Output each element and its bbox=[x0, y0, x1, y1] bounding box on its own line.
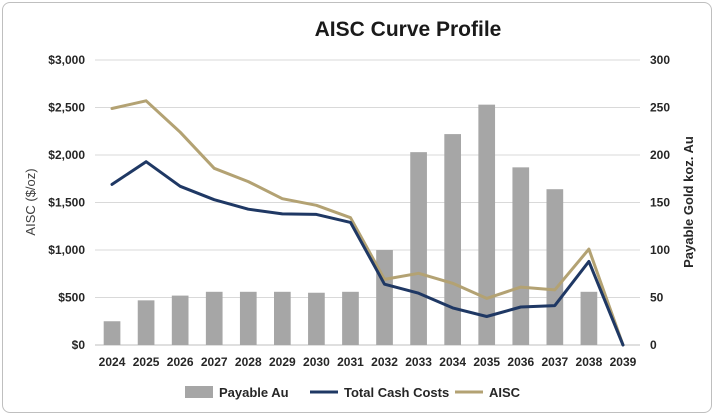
bar-payable-au bbox=[478, 104, 496, 346]
x-axis-ticks: 2024 2025 2026 2027 2028 2029 2030 2031 2032 2033… bbox=[99, 355, 637, 369]
bar-payable-au bbox=[546, 189, 564, 345]
x-tick-label: 2036 bbox=[507, 355, 534, 369]
left-y-axis-ticks: $0 $500 $1,000 $1,500 $2,000 $2,500 $3,000 bbox=[48, 53, 85, 352]
left-y-tick-label: $2,500 bbox=[48, 101, 85, 115]
bar-payable-au bbox=[512, 167, 530, 345]
left-y-tick-label: $500 bbox=[58, 291, 85, 305]
x-tick-label: 2037 bbox=[541, 355, 568, 369]
left-y-tick-label: $1,000 bbox=[48, 243, 85, 257]
x-tick-label: 2032 bbox=[371, 355, 398, 369]
right-y-tick-label: 250 bbox=[650, 101, 670, 115]
legend-label: AISC bbox=[489, 385, 521, 400]
right-y-axis-ticks: 0 50 100 150 200 250 300 bbox=[650, 53, 670, 352]
x-tick-label: 2033 bbox=[405, 355, 432, 369]
bar-payable-au bbox=[239, 291, 257, 345]
right-y-tick-label: 300 bbox=[650, 53, 670, 67]
bar-payable-au bbox=[205, 291, 223, 345]
x-tick-label: 2035 bbox=[473, 355, 500, 369]
legend-label: Payable Au bbox=[219, 385, 289, 400]
x-tick-label: 2028 bbox=[235, 355, 262, 369]
bar-payable-au bbox=[308, 292, 325, 345]
x-tick-label: 2024 bbox=[99, 355, 126, 369]
x-tick-label: 2034 bbox=[439, 355, 466, 369]
x-tick-label: 2025 bbox=[133, 355, 160, 369]
bar-payable-au bbox=[580, 291, 598, 345]
x-tick-label: 2031 bbox=[337, 355, 364, 369]
bar-payable-au bbox=[376, 250, 393, 345]
bar-series-payable-au bbox=[103, 104, 598, 346]
left-y-tick-label: $0 bbox=[72, 338, 86, 352]
x-tick-label: 2027 bbox=[201, 355, 228, 369]
bar-payable-au bbox=[410, 152, 427, 345]
bar-payable-au bbox=[103, 321, 121, 345]
line-aisc bbox=[110, 99, 625, 347]
left-y-tick-label: $2,000 bbox=[48, 148, 85, 162]
bar-payable-au bbox=[273, 291, 291, 345]
line-total-cash-costs bbox=[110, 160, 625, 347]
bar-payable-au bbox=[444, 134, 462, 345]
bar-payable-au bbox=[342, 291, 359, 345]
x-tick-label: 2039 bbox=[610, 355, 637, 369]
right-y-tick-label: 50 bbox=[650, 291, 664, 305]
legend-swatch-payable-au bbox=[185, 386, 213, 398]
x-tick-label: 2029 bbox=[269, 355, 296, 369]
x-tick-label: 2030 bbox=[303, 355, 330, 369]
right-y-tick-label: 0 bbox=[650, 338, 657, 352]
line-series bbox=[110, 99, 625, 347]
right-y-axis-label: Payable Gold koz. Au bbox=[681, 136, 696, 268]
left-y-tick-label: $3,000 bbox=[48, 53, 85, 67]
right-y-tick-label: 200 bbox=[650, 148, 670, 162]
x-tick-label: 2026 bbox=[167, 355, 194, 369]
chart-title: AISC Curve Profile bbox=[315, 18, 502, 41]
legend: Payable Au Total Cash Costs AISC bbox=[185, 385, 521, 400]
bar-payable-au bbox=[137, 300, 155, 345]
bar-payable-au bbox=[171, 295, 189, 345]
legend-label: Total Cash Costs bbox=[344, 385, 449, 400]
left-y-axis-label: AISC ($/oz) bbox=[23, 168, 38, 235]
right-y-tick-label: 150 bbox=[650, 196, 670, 210]
x-tick-label: 2038 bbox=[576, 355, 603, 369]
right-y-tick-label: 100 bbox=[650, 243, 670, 257]
left-y-tick-label: $1,500 bbox=[48, 196, 85, 210]
